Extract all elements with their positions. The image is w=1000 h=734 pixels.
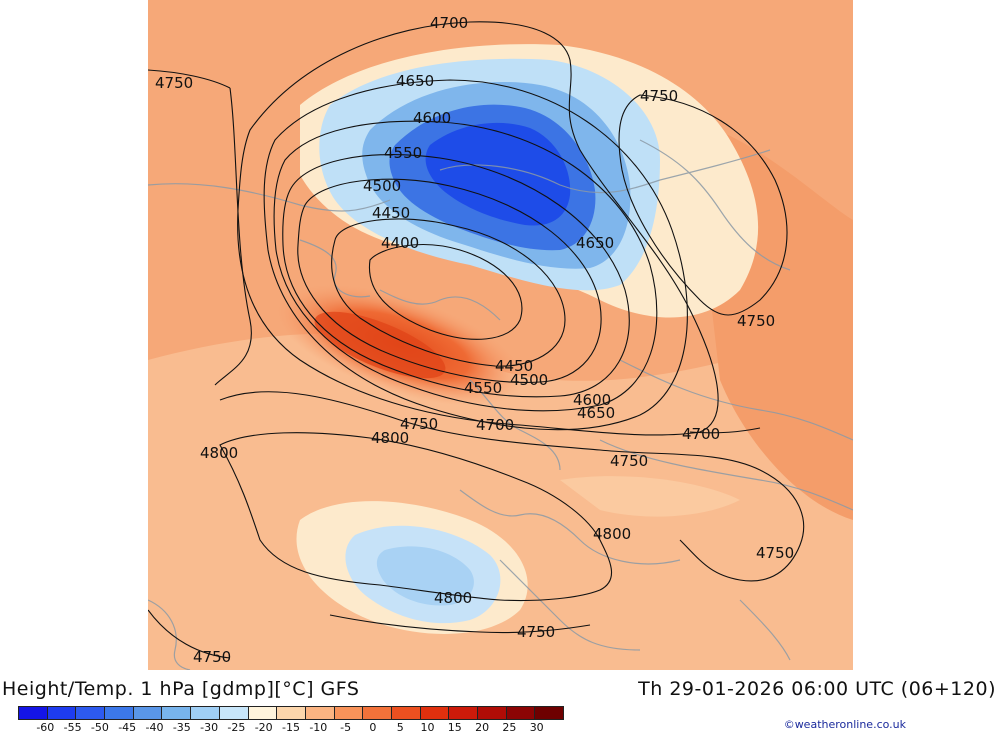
contour-label: 4800 xyxy=(200,444,238,462)
contour-4550 xyxy=(282,154,630,398)
legend-tick-label: 25 xyxy=(502,721,517,734)
legend-swatch xyxy=(248,707,278,719)
legend-swatch xyxy=(277,707,306,719)
height-contours xyxy=(148,21,805,659)
contour-4700 xyxy=(237,21,719,436)
legend-tick-label: -35 xyxy=(172,721,191,734)
contour-label: 4700 xyxy=(476,416,514,434)
contour-label: 4500 xyxy=(363,177,401,195)
legend-swatch xyxy=(105,707,134,719)
legend-tick-label: 10 xyxy=(420,721,435,734)
contour-4450 xyxy=(331,218,566,367)
legend-tick-label: -45 xyxy=(118,721,137,734)
map-valid-time: Th 29-01-2026 06:00 UTC (06+120) xyxy=(638,678,996,700)
contour-label: 4700 xyxy=(682,425,720,443)
legend-tick-label: -30 xyxy=(200,721,219,734)
legend-swatch xyxy=(162,707,192,719)
contour-label-group: 4700 4750 4650 4750 4600 4550 4500 4450 … xyxy=(155,14,794,666)
contour-label: 4750 xyxy=(756,544,794,562)
legend-swatch xyxy=(535,707,564,719)
contour-label: 4750 xyxy=(640,87,678,105)
legend-swatch xyxy=(363,707,392,719)
legend-tick-label: -5 xyxy=(340,721,352,734)
legend-tick-label: -20 xyxy=(254,721,273,734)
legend-swatch xyxy=(191,707,220,719)
legend-tick-label: -40 xyxy=(145,721,164,734)
coastlines xyxy=(148,139,853,670)
legend-swatch xyxy=(19,707,48,719)
legend-tick-label: -55 xyxy=(63,721,82,734)
legend-tick-label: 20 xyxy=(475,721,490,734)
contour-label: 4650 xyxy=(396,72,434,90)
legend-tick-label: -25 xyxy=(227,721,246,734)
contour-label: 4800 xyxy=(434,589,472,607)
contour-label: 4450 xyxy=(372,204,410,222)
contour-4400 xyxy=(368,244,523,340)
credit-link[interactable]: ©weatheronline.co.uk xyxy=(783,718,906,731)
legend-swatch xyxy=(76,707,106,719)
legend-tick-label: -15 xyxy=(282,721,300,734)
color-legend-bar xyxy=(18,706,564,720)
legend-tick-label: -50 xyxy=(90,721,109,734)
contour-label: 4750 xyxy=(737,312,775,330)
contour-label: 4650 xyxy=(576,234,614,252)
cold-core-zone xyxy=(425,122,571,226)
legend-swatch xyxy=(391,707,421,719)
legend-swatch xyxy=(506,707,536,719)
contour-label: 4800 xyxy=(371,429,409,447)
legend-swatch xyxy=(305,707,335,719)
contour-label: 4750 xyxy=(517,623,555,641)
map-title: Height/Temp. 1 hPa [gdmp][°C] GFS xyxy=(2,678,360,700)
contour-label: 4450 xyxy=(495,357,533,375)
south-cold-inner xyxy=(376,546,474,606)
contour-label: 4750 xyxy=(193,648,231,666)
contour-label: 4750 xyxy=(155,74,193,92)
legend-swatch xyxy=(478,707,507,719)
contour-4750-south xyxy=(219,391,805,582)
contour-label: 4400 xyxy=(381,234,419,252)
contour-4800 xyxy=(219,432,613,602)
weather-map: 4700 4750 4650 4750 4600 4550 4500 4450 … xyxy=(148,0,853,670)
contour-label: 4550 xyxy=(384,144,422,162)
contour-label: 4650 xyxy=(577,404,615,422)
legend-tick-label: -10 xyxy=(309,721,328,734)
contour-4600 xyxy=(273,120,658,412)
contour-4750-nw xyxy=(148,69,252,386)
legend-tick-label: -60 xyxy=(36,721,55,734)
legend-swatch xyxy=(47,707,77,719)
contour-label: 4550 xyxy=(464,379,502,397)
contour-label: 4700 xyxy=(430,14,468,32)
color-legend-ticks: -60 -55 -50 -45 -40 -35 -30 -25 -20 -15 -10 -5 0 5 10 1… xyxy=(18,721,564,734)
legend-swatch xyxy=(449,707,478,719)
contour-4700-ne xyxy=(689,427,761,434)
legend-tick-label: 0 xyxy=(369,721,377,734)
pale-band-center xyxy=(560,476,740,517)
contour-4750-sw xyxy=(148,609,591,659)
legend-tick-label: 30 xyxy=(529,721,544,734)
contour-4750-east xyxy=(618,94,788,316)
contour-label: 4750 xyxy=(610,452,648,470)
legend-swatch xyxy=(420,707,450,719)
contour-label: 4600 xyxy=(573,391,611,409)
contour-4500 xyxy=(297,178,602,383)
legend-tick-label: 15 xyxy=(447,721,462,734)
contour-label: 4600 xyxy=(413,109,451,127)
legend-swatch xyxy=(133,707,163,719)
legend-swatch xyxy=(219,707,249,719)
warm-core-center xyxy=(314,311,446,379)
legend-tick-label: 5 xyxy=(396,721,404,734)
legend-swatch xyxy=(334,707,364,719)
contour-label: 4800 xyxy=(593,525,631,543)
contour-label: 4750 xyxy=(400,415,438,433)
contour-4650 xyxy=(263,79,688,431)
contour-label: 4500 xyxy=(510,371,548,389)
